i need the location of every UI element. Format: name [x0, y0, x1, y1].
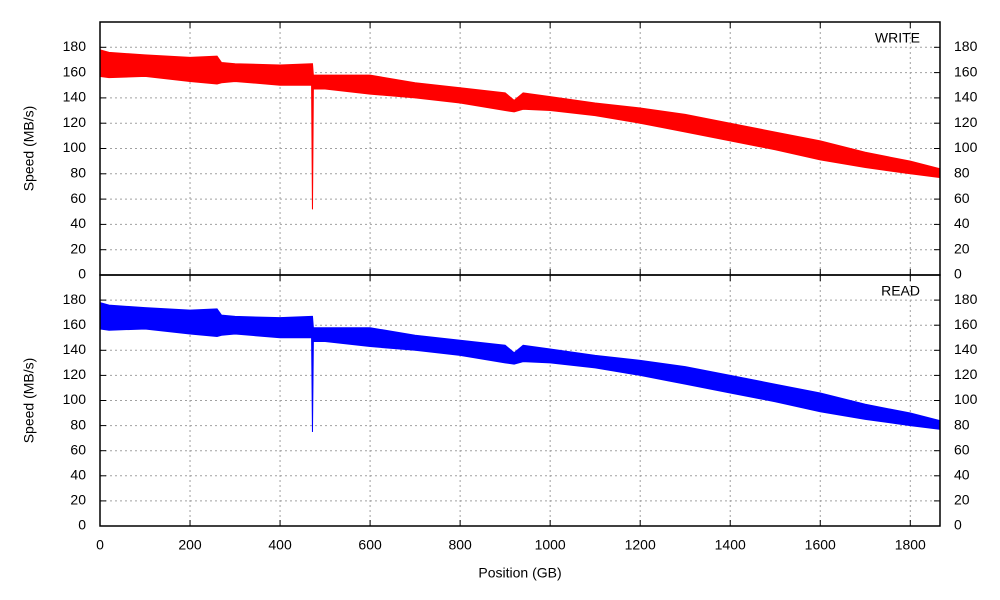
- y-tick-label: 0: [78, 517, 86, 533]
- speed-band: [99, 301, 941, 432]
- y-axis-label: Speed (MB/s): [21, 358, 37, 444]
- x-tick-label: 1200: [625, 537, 656, 553]
- y2-tick-label: 20: [954, 240, 970, 256]
- y2-tick-label: 100: [954, 391, 978, 407]
- speed-band: [99, 49, 941, 210]
- y-tick-label: 60: [70, 190, 86, 206]
- y2-tick-label: 180: [954, 291, 978, 307]
- y-tick-label: 20: [70, 492, 86, 508]
- panel-label: WRITE: [875, 30, 920, 46]
- y-tick-label: 40: [70, 215, 86, 231]
- y2-tick-label: 160: [954, 316, 978, 332]
- y2-tick-label: 160: [954, 63, 978, 79]
- y-axis-label: Speed (MB/s): [21, 106, 37, 192]
- y-tick-label: 100: [63, 139, 87, 155]
- x-tick-label: 1600: [805, 537, 836, 553]
- y-tick-label: 160: [63, 63, 87, 79]
- x-tick-label: 1400: [715, 537, 746, 553]
- y-tick-label: 160: [63, 316, 87, 332]
- y2-tick-label: 120: [954, 366, 978, 382]
- x-tick-label: 1000: [535, 537, 566, 553]
- y-tick-label: 180: [63, 291, 87, 307]
- y2-tick-label: 80: [954, 416, 970, 432]
- y-tick-label: 140: [63, 341, 87, 357]
- x-tick-label: 600: [358, 537, 382, 553]
- y-tick-label: 20: [70, 240, 86, 256]
- y-tick-label: 0: [78, 266, 86, 282]
- x-tick-label: 800: [448, 537, 472, 553]
- y-tick-label: 120: [63, 114, 87, 130]
- y-tick-label: 120: [63, 366, 87, 382]
- plot-frame: [99, 274, 941, 527]
- y2-tick-label: 100: [954, 139, 978, 155]
- x-tick-label: 1800: [895, 537, 926, 553]
- y-tick-label: 40: [70, 467, 86, 483]
- y-tick-label: 80: [70, 165, 86, 181]
- y2-tick-label: 120: [954, 114, 978, 130]
- y2-tick-label: 40: [954, 215, 970, 231]
- x-tick-label: 200: [178, 537, 202, 553]
- y2-tick-label: 140: [954, 341, 978, 357]
- y2-tick-label: 80: [954, 165, 970, 181]
- y2-tick-label: 60: [954, 190, 970, 206]
- y-tick-label: 60: [70, 441, 86, 457]
- panel-label: READ: [881, 283, 920, 299]
- y2-tick-label: 0: [954, 266, 962, 282]
- y-tick-label: 140: [63, 89, 87, 105]
- x-axis-label: Position (GB): [478, 565, 561, 581]
- y2-tick-label: 140: [954, 89, 978, 105]
- y-tick-label: 180: [63, 38, 87, 54]
- y2-tick-label: 180: [954, 38, 978, 54]
- x-tick-label: 400: [268, 537, 292, 553]
- y-tick-label: 100: [63, 391, 87, 407]
- y2-tick-label: 40: [954, 467, 970, 483]
- y2-tick-label: 60: [954, 441, 970, 457]
- y-tick-label: 80: [70, 416, 86, 432]
- y2-tick-label: 0: [954, 517, 962, 533]
- x-tick-label: 0: [96, 537, 104, 553]
- y2-tick-label: 20: [954, 492, 970, 508]
